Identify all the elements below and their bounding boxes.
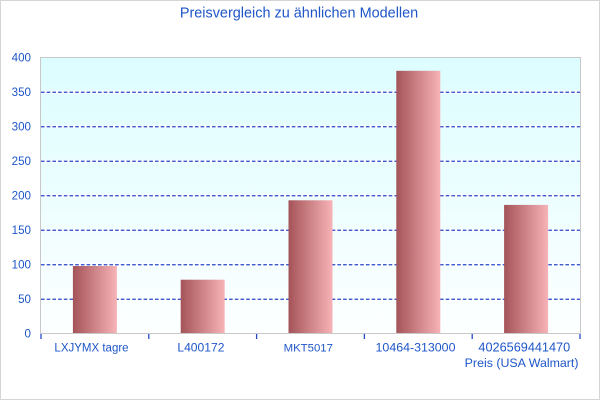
svg-text:10464-313000: 10464-313000: [376, 341, 456, 355]
svg-text:300: 300: [12, 120, 31, 133]
svg-text:0: 0: [25, 327, 31, 340]
svg-text:100: 100: [12, 258, 31, 271]
svg-text:400: 400: [12, 51, 31, 64]
svg-text:L400172: L400172: [177, 341, 224, 355]
svg-text:LXJYMX tagre: LXJYMX tagre: [54, 343, 128, 355]
svg-text:350: 350: [12, 86, 31, 99]
svg-text:Preis (USA Walmart): Preis (USA Walmart): [465, 356, 579, 370]
svg-text:250: 250: [12, 155, 31, 168]
svg-text:50: 50: [18, 293, 31, 306]
svg-text:Preisvergleich zu ähnlichen Mo: Preisvergleich zu ähnlichen Modellen: [180, 6, 418, 22]
svg-text:4026569441470: 4026569441470: [478, 341, 570, 355]
svg-text:200: 200: [12, 189, 31, 202]
svg-text:MKT5017: MKT5017: [284, 343, 333, 355]
svg-text:150: 150: [12, 224, 31, 237]
